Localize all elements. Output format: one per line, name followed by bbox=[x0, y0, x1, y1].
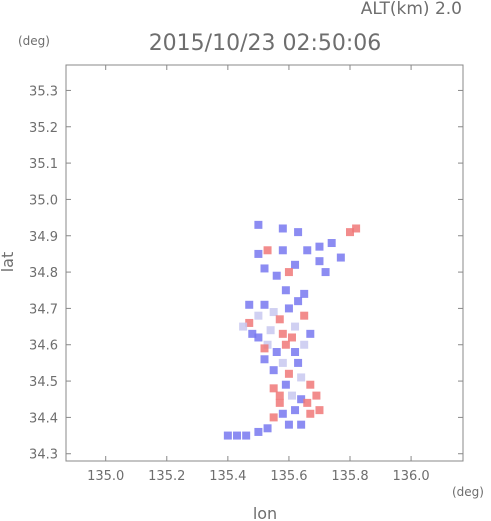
data-cell bbox=[263, 424, 272, 433]
y-tick-label: 34.7 bbox=[29, 302, 58, 317]
data-cell bbox=[278, 224, 287, 233]
data-cell bbox=[291, 260, 300, 269]
y-axis: 34.3 34.4 34.5 34.6 34.7 34.8 34.9 35.0 35.1 35.2… bbox=[29, 84, 463, 463]
data-cell bbox=[281, 380, 290, 389]
x-axis: 135.0 135.2 135.4 135.6 135.8 136.0 bbox=[87, 65, 430, 484]
data-cell bbox=[297, 420, 306, 429]
data-cell bbox=[260, 344, 269, 353]
data-cell bbox=[315, 242, 324, 251]
data-cell bbox=[294, 297, 303, 306]
data-cell bbox=[245, 318, 254, 327]
x-tick-label: 135.6 bbox=[270, 469, 307, 484]
data-cell bbox=[284, 268, 293, 277]
data-cell bbox=[291, 322, 300, 331]
data-cell bbox=[315, 257, 324, 266]
data-cell bbox=[287, 333, 296, 342]
data-cell bbox=[248, 329, 257, 338]
chart-title: 2015/10/23 02:50:06 bbox=[149, 31, 382, 56]
y-tick-label: 35.2 bbox=[29, 121, 58, 136]
chart-subtitle: ALT(km) 2.0 bbox=[361, 0, 462, 19]
data-cell bbox=[294, 358, 303, 367]
data-cell bbox=[275, 315, 284, 324]
data-cell bbox=[254, 427, 263, 436]
data-cell bbox=[278, 246, 287, 255]
data-cell bbox=[263, 246, 272, 255]
data-cell bbox=[303, 398, 312, 407]
data-cell bbox=[352, 224, 361, 233]
data-cell bbox=[315, 406, 324, 415]
data-cell bbox=[327, 239, 336, 248]
data-cell bbox=[297, 373, 306, 382]
data-cell bbox=[239, 322, 248, 331]
data-cell bbox=[278, 329, 287, 338]
data-cell bbox=[297, 395, 306, 404]
data-cell bbox=[281, 340, 290, 349]
data-cell bbox=[272, 271, 281, 280]
y-tick-label: 34.5 bbox=[29, 375, 58, 390]
y-tick-label: 34.9 bbox=[29, 230, 58, 245]
x-unit-label: (deg) bbox=[452, 485, 484, 499]
data-cell bbox=[281, 286, 290, 295]
y-tick-label: 35.0 bbox=[29, 193, 58, 208]
data-cell bbox=[260, 355, 269, 364]
data-cell bbox=[269, 384, 278, 393]
x-axis-label: lon bbox=[253, 504, 277, 521]
data-cell bbox=[300, 289, 309, 298]
data-cell bbox=[254, 249, 263, 258]
data-cells bbox=[223, 220, 361, 440]
x-tick-label: 136.0 bbox=[392, 469, 429, 484]
data-cell bbox=[242, 431, 251, 440]
data-cell bbox=[303, 246, 312, 255]
data-cell bbox=[294, 228, 303, 237]
data-cell bbox=[275, 398, 284, 407]
data-cell bbox=[269, 366, 278, 375]
plot-frame bbox=[65, 64, 464, 462]
data-cell bbox=[287, 391, 296, 400]
data-cell bbox=[269, 308, 278, 317]
data-cell bbox=[260, 300, 269, 309]
data-cell bbox=[284, 304, 293, 313]
data-cell bbox=[306, 409, 315, 418]
data-cell bbox=[254, 333, 263, 342]
data-cell bbox=[233, 431, 242, 440]
y-tick-label: 34.8 bbox=[29, 266, 58, 281]
y-tick-label: 34.3 bbox=[29, 448, 58, 463]
data-cell bbox=[291, 348, 300, 357]
data-cell bbox=[254, 220, 263, 229]
data-cell bbox=[306, 380, 315, 389]
y-unit-label: (deg) bbox=[18, 34, 50, 48]
data-cell bbox=[300, 340, 309, 349]
data-cell bbox=[278, 409, 287, 418]
data-cell bbox=[272, 348, 281, 357]
data-cell bbox=[306, 329, 315, 338]
data-cell bbox=[284, 369, 293, 378]
data-cell bbox=[284, 420, 293, 429]
y-tick-label: 35.1 bbox=[29, 157, 58, 172]
y-tick-label: 34.6 bbox=[29, 339, 58, 354]
data-cell bbox=[254, 311, 263, 320]
y-tick-label: 34.4 bbox=[29, 411, 58, 426]
y-axis-label: lat bbox=[0, 252, 17, 273]
data-cell bbox=[260, 264, 269, 273]
x-tick-label: 135.2 bbox=[148, 469, 185, 484]
data-cell bbox=[336, 253, 345, 262]
data-cell bbox=[269, 413, 278, 422]
data-cell bbox=[346, 228, 355, 237]
data-cell bbox=[321, 268, 330, 277]
x-tick-label: 135.8 bbox=[331, 469, 368, 484]
x-tick-label: 135.0 bbox=[87, 469, 124, 484]
x-tick-label: 135.4 bbox=[209, 469, 246, 484]
data-cell bbox=[275, 391, 284, 400]
data-cell bbox=[300, 311, 309, 320]
y-tick-label: 35.3 bbox=[29, 84, 58, 99]
data-cell bbox=[223, 431, 232, 440]
data-cell bbox=[266, 326, 275, 335]
data-cell bbox=[312, 391, 321, 400]
data-cell bbox=[278, 358, 287, 367]
data-cell bbox=[291, 406, 300, 415]
data-cell bbox=[245, 300, 254, 309]
